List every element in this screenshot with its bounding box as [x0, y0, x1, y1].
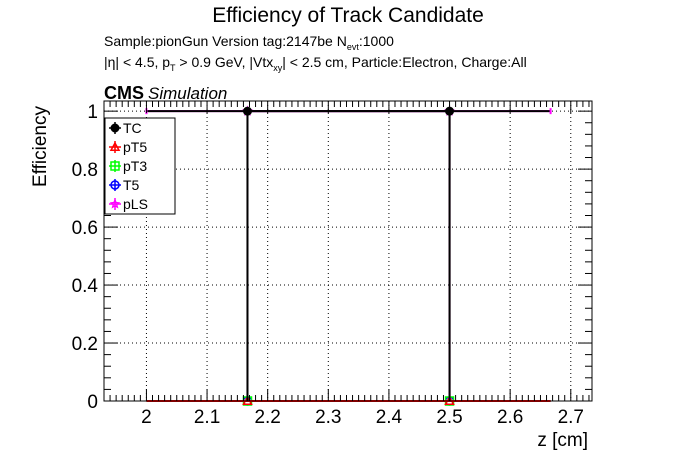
x-tick-label: 2.2 [254, 407, 280, 428]
sample-info-text: Sample:pionGun Version tag:2147be N [104, 33, 347, 49]
legend-label: pLS [123, 196, 148, 212]
legend-marker-pt3 [110, 161, 120, 171]
cuts-text-1: |η| < 4.5, p [104, 54, 171, 70]
x-tick-label: 2 [141, 407, 152, 428]
grid-lines [104, 101, 592, 401]
legend-label: T5 [123, 177, 140, 193]
nevt-value: :1000 [358, 33, 394, 49]
legend: TC pT5 pT3 T5 pLS [104, 117, 176, 215]
legend-label: TC [123, 120, 142, 136]
y-tick-label: 0.6 [72, 218, 98, 239]
y-axis-label: Efficiency [30, 106, 51, 187]
y-tick-label: 0 [87, 392, 98, 413]
y-tick-label: 0.4 [72, 276, 99, 297]
selection-cuts-line: |η| < 4.5, pT > 0.9 GeV, |Vtxxy| < 2.5 c… [104, 54, 527, 73]
legend-marker-tc [110, 123, 120, 133]
chart-title: Efficiency of Track Candidate [212, 4, 484, 27]
legend-marker-pls [109, 198, 121, 209]
x-axis-label: z [cm] [537, 430, 588, 451]
legend-marker-t5 [110, 180, 120, 190]
series-pls [146, 105, 551, 401]
cuts-text-2: > 0.9 GeV, |Vtx [175, 54, 274, 70]
cuts-text-3: | < 2.5 cm, Particle:Electron, Charge:Al… [282, 54, 527, 70]
x-tick-label: 2.1 [194, 407, 220, 428]
legend-label: pT3 [123, 158, 147, 174]
cms-label: CMS Simulation [104, 83, 227, 104]
pt-subscript: T [170, 62, 176, 73]
x-tick-label: 2.3 [315, 407, 341, 428]
vtx-subscript: xy [273, 62, 283, 73]
legend-marker-pt5 [109, 141, 121, 151]
series-pt3 [146, 111, 551, 406]
x-tick-label: 2.4 [376, 407, 403, 428]
nevt-subscript: evt [346, 41, 359, 52]
x-tick-label: 2.6 [497, 407, 523, 428]
x-tick-label: 2.5 [436, 407, 462, 428]
series-tc [146, 106, 551, 401]
data-layer [145, 105, 552, 406]
y-tick-label: 0.8 [72, 160, 98, 181]
legend-box [104, 117, 176, 215]
x-tick-label: 2.7 [558, 407, 584, 428]
plot-frame [103, 100, 593, 402]
axis-ticks: 2 2.1 2.2 2.3 2.4 2.5 2.6 2.7 0 0.2 0.4 0.6 0.8 1 [72, 101, 592, 428]
simulation-text: Simulation [148, 84, 228, 103]
y-tick-label: 1 [87, 102, 98, 123]
cms-text: CMS [104, 83, 144, 103]
legend-label: pT5 [123, 139, 147, 155]
sample-info-line: Sample:pionGun Version tag:2147be Nevt:1… [104, 33, 394, 52]
y-tick-label: 0.2 [72, 334, 98, 355]
series-t5 [146, 111, 551, 406]
